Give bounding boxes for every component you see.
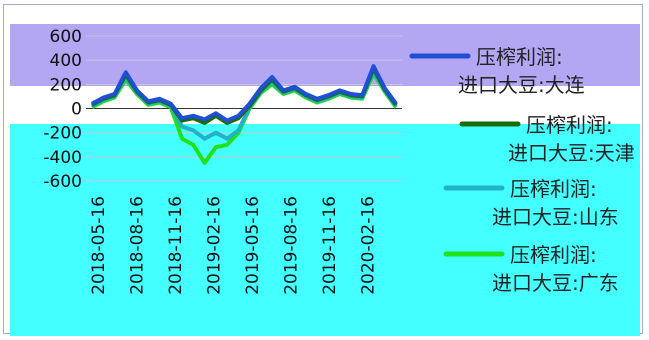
legend-label-2: 压榨利润:进口大豆:山东 — [492, 177, 619, 229]
legend-label-1: 压榨利润:进口大豆:天津 — [508, 113, 635, 165]
x-tick-label: 2019-02-16 — [205, 196, 225, 295]
legend: 压榨利润:进口大豆:大连压榨利润:进口大豆:天津压榨利润:进口大豆:山东压榨利润… — [409, 45, 635, 295]
y-tick-label: 600 — [50, 27, 82, 47]
series-line-2 — [91, 69, 398, 141]
y-tick-label: 200 — [50, 75, 82, 95]
series-line-0 — [91, 64, 398, 123]
x-tick-label: 2019-11-16 — [320, 196, 340, 295]
x-tick-label: 2019-08-16 — [282, 196, 302, 295]
x-tick-label: 2020-02-16 — [359, 196, 379, 295]
x-tick-label: 2018-08-16 — [128, 196, 148, 295]
y-tick-label: 0 — [71, 100, 82, 120]
x-tick-label: 2018-11-16 — [166, 196, 186, 295]
y-tick-label: -600 — [43, 172, 82, 192]
glitch-block-cyan — [10, 124, 640, 336]
grid-lines — [86, 35, 402, 182]
legend-label-0: 压榨利润:进口大豆:大连 — [458, 45, 585, 97]
y-tick-label: -200 — [43, 124, 82, 144]
x-tick-label: 2018-05-16 — [89, 196, 109, 295]
x-axis: 2018-05-16 2018-08-16 2018-11-16 2019-02-16… — [89, 196, 379, 295]
y-tick-label: -400 — [43, 148, 82, 168]
plot-area — [91, 64, 398, 165]
glitch-block-lavender — [10, 24, 640, 86]
x-tick-label: 2019-05-16 — [243, 196, 263, 295]
y-tick-label: 400 — [50, 51, 82, 71]
legend-label-3: 压榨利润:进口大豆:广东 — [492, 243, 619, 295]
y-axis: 600 400 200 0 -200 -400 -600 — [43, 27, 82, 192]
